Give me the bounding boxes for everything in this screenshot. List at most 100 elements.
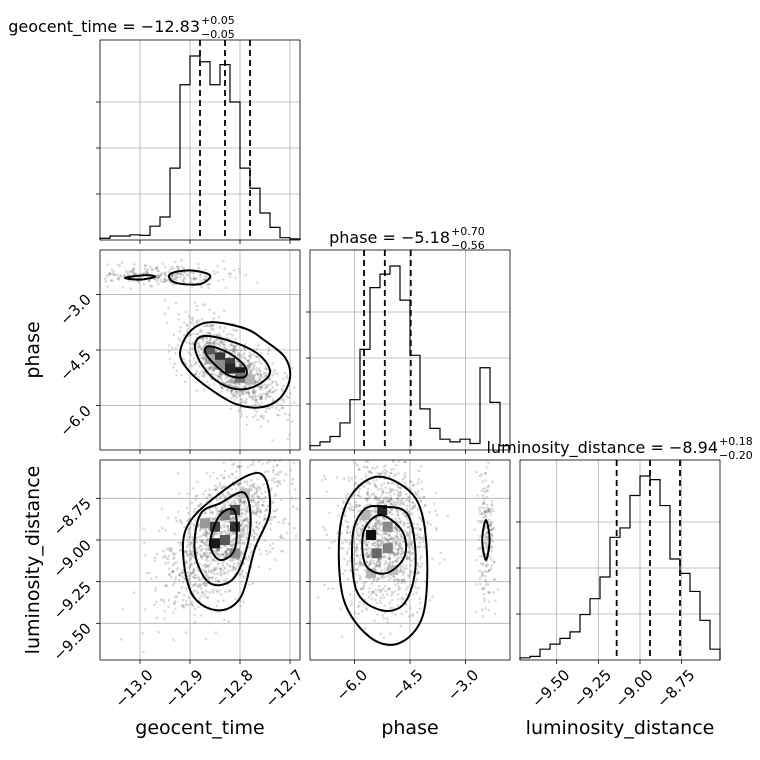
pair-phase-vs-geocent-time-point-1308	[171, 273, 175, 277]
pair-phase-vs-geocent-time-point-448	[201, 374, 204, 378]
pair-phase-vs-geocent-time-point-869	[234, 362, 238, 365]
pair-luminosity-distance-vs-phase-point-202	[374, 523, 378, 527]
pair-phase-vs-geocent-time-point-1213	[150, 284, 154, 288]
pair-luminosity-distance-vs-phase-point-74	[396, 592, 400, 596]
pair-luminosity-distance-vs-geocent-time-point-484	[263, 517, 266, 520]
pair-phase-vs-geocent-time-point-1277	[115, 274, 119, 277]
pair-luminosity-distance-vs-phase-point-814	[388, 562, 392, 565]
pair-phase-vs-geocent-time-point-1064	[133, 263, 136, 266]
pair-luminosity-distance-vs-geocent-time-point-751	[217, 580, 220, 583]
pair-phase-vs-geocent-time-point-1150	[110, 268, 114, 272]
pair-luminosity-distance-vs-geocent-time-point-107	[270, 518, 274, 521]
pair-luminosity-distance-vs-geocent-time-point-226	[218, 481, 222, 485]
pair-luminosity-distance-vs-geocent-time-point-321	[215, 533, 218, 536]
pair-luminosity-distance-vs-geocent-time-point-1162	[258, 509, 262, 512]
pair-phase-vs-geocent-time-panel	[96, 249, 301, 454]
pair-luminosity-distance-vs-geocent-time-point-491	[215, 510, 219, 513]
pair-luminosity-distance-vs-phase-point-1172	[348, 568, 352, 572]
pair-luminosity-distance-vs-phase-point-219	[375, 531, 379, 535]
pair-phase-vs-geocent-time-point-1125	[222, 260, 225, 263]
pair-phase-vs-geocent-time-point-109	[257, 378, 261, 382]
pair-luminosity-distance-vs-phase-point-182	[383, 584, 387, 588]
pair-phase-vs-geocent-time-point-1258	[157, 275, 161, 279]
pair-luminosity-distance-vs-phase-point-524	[316, 596, 320, 599]
pair-phase-vs-geocent-time-point-166	[237, 409, 240, 413]
title-phase-minus: −0.56	[451, 239, 485, 252]
pair-luminosity-distance-vs-phase-point-21	[376, 613, 379, 616]
pair-luminosity-distance-vs-geocent-time-point-83	[197, 504, 201, 508]
pair-phase-vs-geocent-time-point-1239	[189, 280, 192, 284]
pair-luminosity-distance-vs-geocent-time-point-1172	[240, 512, 244, 515]
pair-luminosity-distance-vs-phase-point-1048	[360, 587, 363, 591]
pair-phase-vs-geocent-time-point-495	[271, 391, 274, 395]
pair-luminosity-distance-vs-phase-point-1348	[485, 511, 488, 514]
pair-phase-vs-geocent-time-point-830	[220, 339, 224, 343]
pair-luminosity-distance-vs-geocent-time-point-1242	[291, 477, 295, 481]
pair-phase-vs-geocent-time-point-1274	[203, 278, 207, 282]
pair-luminosity-distance-vs-geocent-time-point-209	[236, 561, 240, 564]
pair-luminosity-distance-vs-phase-point-1266	[476, 494, 479, 497]
pair-luminosity-distance-vs-geocent-time-point-623	[187, 574, 190, 578]
pair-luminosity-distance-vs-geocent-time-point-500	[194, 573, 198, 577]
pair-luminosity-distance-vs-phase-point-238	[419, 565, 423, 568]
pair-phase-vs-geocent-time-point-63	[209, 336, 212, 340]
pair-phase-vs-geocent-time-point-254	[198, 372, 201, 375]
pair-luminosity-distance-vs-phase-point-1219	[486, 591, 490, 594]
pair-phase-vs-geocent-time-point-501	[249, 353, 253, 357]
pair-luminosity-distance-vs-phase-point-707	[365, 497, 368, 500]
pair-luminosity-distance-vs-phase-point-1055	[397, 494, 401, 498]
pair-luminosity-distance-vs-phase-point-415	[321, 478, 324, 482]
pair-luminosity-distance-vs-geocent-time-point-282	[240, 533, 243, 537]
pair-phase-vs-geocent-time-point-303	[264, 397, 268, 400]
pair-phase-vs-geocent-time-point-973	[257, 402, 260, 405]
pair-luminosity-distance-vs-geocent-time-point-611	[252, 535, 256, 539]
pair-luminosity-distance-vs-geocent-time-point-1214	[258, 515, 262, 519]
pair-phase-vs-geocent-time-point-962	[249, 363, 253, 367]
pair-luminosity-distance-vs-geocent-time-point-31	[263, 539, 266, 542]
pair-phase-vs-geocent-time-point-1070	[198, 273, 202, 277]
pair-luminosity-distance-vs-geocent-time-point-5	[256, 507, 260, 510]
pair-luminosity-distance-vs-geocent-time-point-1091	[267, 505, 270, 508]
pair-luminosity-distance-vs-geocent-time-point-1108	[217, 510, 221, 513]
pair-luminosity-distance-vs-geocent-time-point-1050	[194, 582, 197, 586]
pair-luminosity-distance-vs-geocent-time-point-696	[274, 493, 278, 496]
pair-phase-vs-geocent-time-point-80	[287, 413, 291, 417]
pair-phase-vs-geocent-time-point-648	[213, 342, 216, 346]
pair-luminosity-distance-vs-geocent-time-point-565	[214, 507, 218, 511]
pair-luminosity-distance-vs-geocent-time-point-683	[206, 539, 210, 543]
pair-luminosity-distance-vs-phase-point-841	[392, 492, 396, 496]
pair-luminosity-distance-vs-geocent-time-point-1318	[241, 535, 245, 539]
pair-luminosity-distance-vs-geocent-time-point-1199	[211, 588, 215, 591]
pair-luminosity-distance-vs-geocent-time-point-1220	[251, 582, 255, 585]
pair-luminosity-distance-vs-phase-point-1380	[491, 540, 495, 543]
pair-luminosity-distance-vs-phase-point-414	[416, 577, 419, 581]
pair-phase-vs-geocent-time-point-1244	[144, 264, 147, 267]
pair-phase-vs-geocent-time-point-663	[247, 364, 250, 367]
pair-luminosity-distance-vs-phase-point-437	[396, 578, 400, 581]
pair-luminosity-distance-vs-geocent-time-point-1038	[246, 518, 249, 521]
pair-luminosity-distance-vs-geocent-time-point-778	[205, 584, 208, 587]
pair-luminosity-distance-vs-geocent-time-point-365	[257, 565, 261, 568]
pair-luminosity-distance-vs-geocent-time-point-809	[223, 485, 226, 489]
pair-luminosity-distance-vs-geocent-time-point-150	[207, 568, 210, 572]
pair-luminosity-distance-vs-geocent-time-point-765	[221, 563, 224, 567]
pair-luminosity-distance-vs-phase-point-1297	[482, 516, 485, 519]
pair-luminosity-distance-vs-geocent-time-point-1080	[204, 511, 207, 514]
pair-luminosity-distance-vs-phase-point-1342	[490, 520, 494, 524]
pair-luminosity-distance-vs-phase-point-733	[349, 559, 352, 563]
pair-phase-vs-geocent-time-point-1262	[162, 277, 166, 281]
pair-luminosity-distance-vs-phase-density-cell-5	[382, 521, 393, 532]
pair-luminosity-distance-vs-phase-point-1337	[482, 587, 486, 590]
pair-luminosity-distance-vs-phase-point-1178	[398, 520, 402, 524]
pair-luminosity-distance-vs-phase-point-1173	[417, 586, 421, 590]
pair-phase-vs-geocent-time-point-1116	[164, 265, 167, 269]
pair-luminosity-distance-vs-geocent-time-point-479	[165, 556, 168, 560]
pair-luminosity-distance-vs-phase-point-647	[419, 498, 423, 502]
pair-phase-vs-geocent-time-point-456	[191, 318, 195, 322]
pair-luminosity-distance-vs-geocent-time-point-1051	[251, 511, 255, 514]
pair-luminosity-distance-vs-phase-point-990	[402, 578, 405, 581]
pair-luminosity-distance-vs-geocent-time-point-1179	[180, 586, 184, 589]
pair-luminosity-distance-vs-phase-point-799	[389, 606, 392, 609]
pair-luminosity-distance-vs-geocent-time-point-1306	[181, 581, 185, 584]
pair-luminosity-distance-vs-phase-point-1188	[391, 513, 394, 516]
